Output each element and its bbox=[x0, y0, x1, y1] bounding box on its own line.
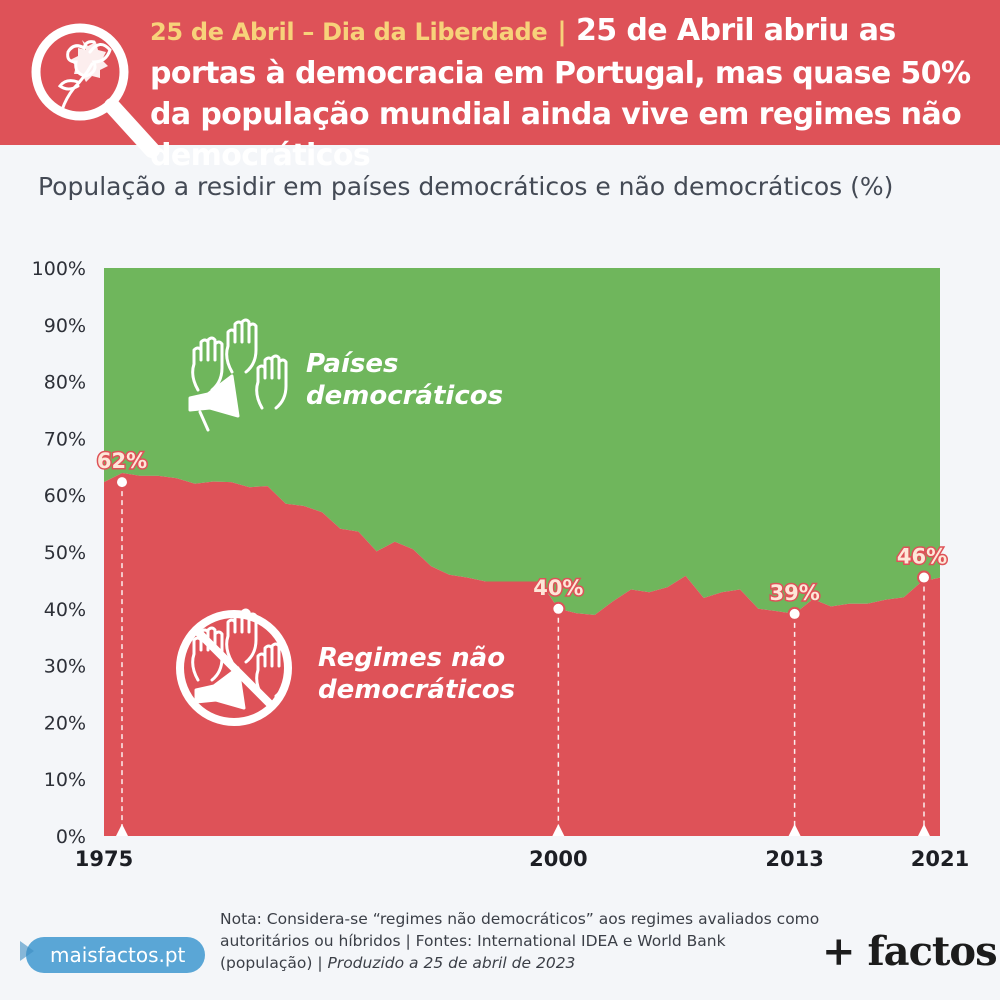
footer-note-text: Nota: Considera-se “regimes não democrát… bbox=[220, 910, 820, 972]
x-tick-label: 2013 bbox=[765, 847, 823, 871]
y-tick-label: 70% bbox=[44, 428, 86, 450]
area-non-democratic bbox=[104, 473, 940, 836]
x-tick-label: 1975 bbox=[75, 847, 133, 871]
area-label-non-democratic: Regimes não democráticos bbox=[318, 643, 515, 705]
highlight-tick-marker bbox=[552, 824, 565, 836]
header-title: 25 de Abril abriu as portas à democracia… bbox=[150, 13, 971, 173]
megaphone-shape bbox=[188, 374, 240, 432]
highlight-label: 46% bbox=[897, 545, 947, 569]
y-tick-label: 80% bbox=[44, 372, 86, 394]
hand-shape bbox=[191, 626, 224, 682]
y-tick-label: 30% bbox=[44, 656, 86, 678]
highlight-tick-marker bbox=[918, 824, 930, 836]
header-tagline: 25 de Abril – Dia da Liberdade bbox=[150, 18, 548, 46]
prohibition-circle bbox=[176, 610, 292, 726]
highlight-label: 40% bbox=[533, 576, 583, 600]
prohibition-slash bbox=[192, 626, 276, 710]
x-tick-label: 2021 bbox=[911, 847, 969, 871]
chart-title: População a residir em países democrátic… bbox=[38, 172, 894, 201]
header-separator: | bbox=[557, 17, 567, 47]
hand-shape bbox=[255, 354, 288, 410]
highlight-point bbox=[787, 606, 802, 621]
highlight-label: 62% bbox=[97, 449, 147, 473]
site-link[interactable]: maisfactos.pt bbox=[19, 937, 206, 973]
y-tick-label: 50% bbox=[44, 542, 86, 564]
raised-hands-megaphone-icon bbox=[188, 318, 288, 432]
highlight-point bbox=[551, 601, 566, 616]
footer-produced: Produzido a 25 de abril de 2023 bbox=[327, 954, 576, 972]
chart: 0% 10% 20% 30% 40% 50% 60% 70% 80% 90% 100% 1975 200… bbox=[32, 258, 970, 871]
brand-logo: + factos bbox=[822, 928, 998, 975]
y-tick-label: 10% bbox=[44, 769, 86, 791]
y-tick-label: 100% bbox=[32, 258, 86, 280]
highlight-tick-marker bbox=[116, 824, 128, 836]
y-tick-label: 90% bbox=[44, 315, 86, 337]
highlight-point bbox=[917, 570, 931, 585]
y-tick-label: 40% bbox=[44, 599, 86, 621]
hand-shape bbox=[225, 318, 258, 374]
headline: 25 de Abril – Dia da Liberdade | 25 de A… bbox=[150, 10, 990, 176]
carnation-magnifier-icon bbox=[31, 23, 160, 158]
area-label-democratic: Países democráticos bbox=[306, 349, 503, 411]
header-banner bbox=[0, 0, 1000, 145]
highlight-label: 39% bbox=[769, 581, 819, 605]
area-democratic bbox=[104, 268, 940, 615]
y-tick-label: 20% bbox=[44, 712, 86, 734]
highlight-point bbox=[115, 475, 129, 490]
y-tick-label: 0% bbox=[56, 826, 86, 848]
x-tick-label: 2000 bbox=[529, 847, 587, 871]
crossed-out-hands-megaphone-icon bbox=[176, 608, 292, 726]
y-tick-label: 60% bbox=[44, 485, 86, 507]
hand-shape bbox=[191, 336, 224, 392]
highlight-tick-marker bbox=[788, 824, 801, 836]
footer-note: Nota: Considera-se “regimes não democrát… bbox=[220, 908, 820, 974]
